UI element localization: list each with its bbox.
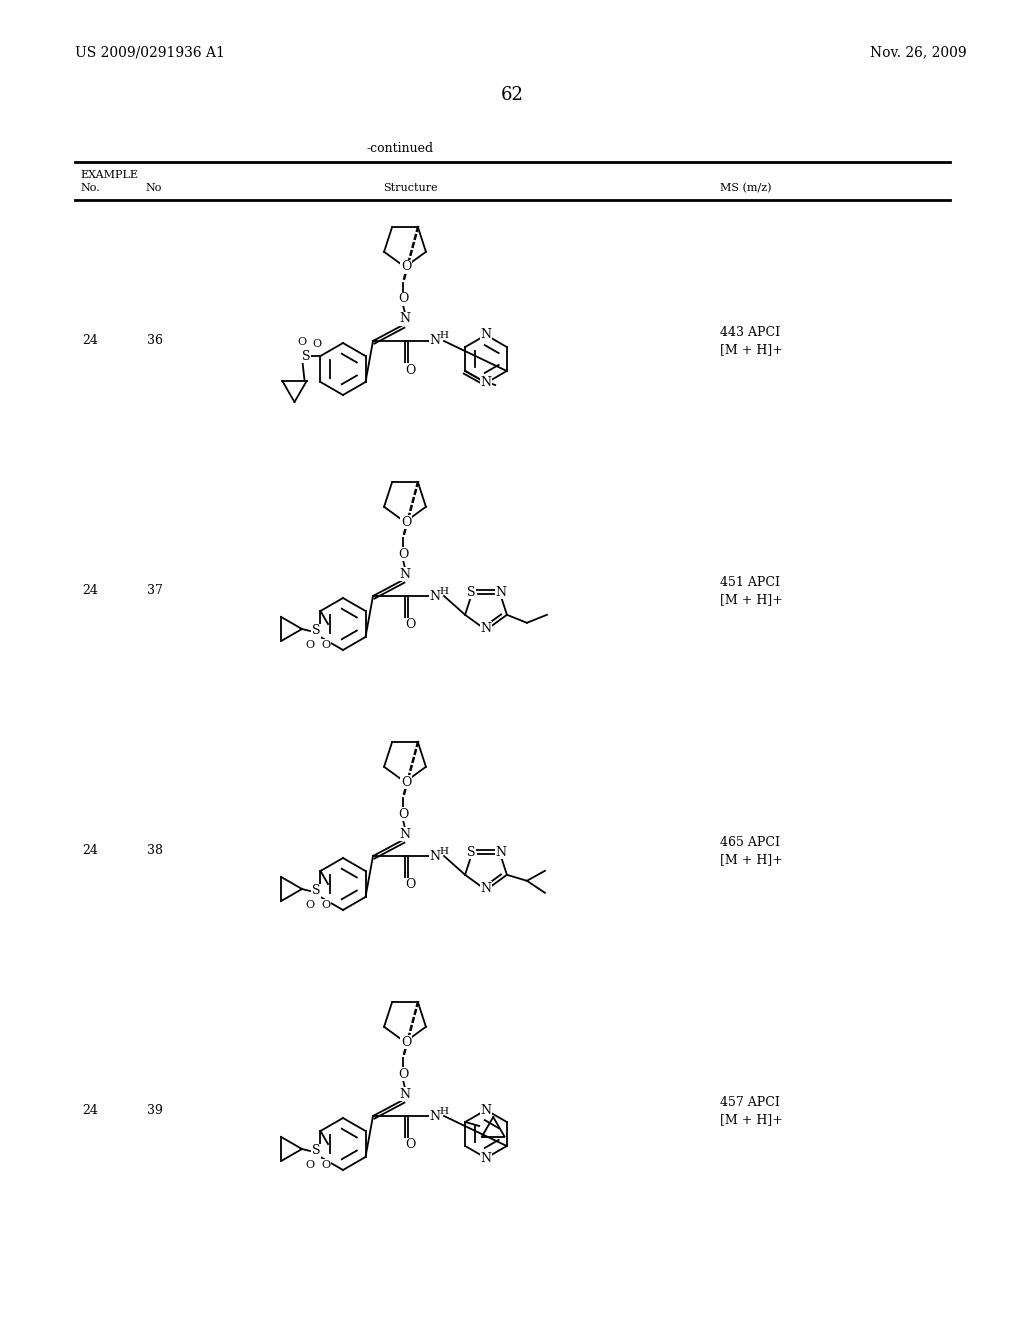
Text: O: O xyxy=(397,1068,409,1081)
Text: N: N xyxy=(399,568,411,581)
Text: US 2009/0291936 A1: US 2009/0291936 A1 xyxy=(75,45,225,59)
Text: N: N xyxy=(429,850,440,862)
Text: N: N xyxy=(480,329,492,342)
Text: O: O xyxy=(305,900,314,909)
Text: N: N xyxy=(429,1110,440,1122)
Text: 37: 37 xyxy=(147,583,163,597)
Text: O: O xyxy=(400,1035,412,1048)
Text: N: N xyxy=(480,622,492,635)
Text: O: O xyxy=(312,339,322,348)
Text: No.: No. xyxy=(80,183,99,193)
Text: 39: 39 xyxy=(147,1104,163,1117)
Text: EXAMPLE: EXAMPLE xyxy=(80,170,138,180)
Text: N: N xyxy=(399,313,411,326)
Text: O: O xyxy=(297,337,306,347)
Text: 24: 24 xyxy=(82,843,98,857)
Text: 457 APCI: 457 APCI xyxy=(720,1096,780,1109)
Text: O: O xyxy=(322,900,331,909)
Text: O: O xyxy=(404,619,415,631)
Text: O: O xyxy=(397,808,409,821)
Text: 465 APCI: 465 APCI xyxy=(720,836,780,849)
Text: H: H xyxy=(439,331,449,341)
Text: 24: 24 xyxy=(82,334,98,346)
Text: No: No xyxy=(145,183,162,193)
Text: O: O xyxy=(397,548,409,561)
Text: S: S xyxy=(311,1144,321,1158)
Text: H: H xyxy=(439,586,449,595)
Text: Nov. 26, 2009: Nov. 26, 2009 xyxy=(870,45,967,59)
Text: O: O xyxy=(400,776,412,788)
Text: 24: 24 xyxy=(82,1104,98,1117)
Text: O: O xyxy=(404,1138,415,1151)
Text: [M + H]+: [M + H]+ xyxy=(720,594,783,606)
Text: [M + H]+: [M + H]+ xyxy=(720,854,783,866)
Text: H: H xyxy=(439,846,449,855)
Text: O: O xyxy=(404,879,415,891)
Text: S: S xyxy=(467,846,475,859)
Text: S: S xyxy=(311,884,321,898)
Text: -continued: -continued xyxy=(367,141,433,154)
Text: N: N xyxy=(480,1104,492,1117)
Text: 443 APCI: 443 APCI xyxy=(720,326,780,338)
Text: O: O xyxy=(404,363,415,376)
Text: S: S xyxy=(467,586,475,599)
Text: O: O xyxy=(400,260,412,273)
Text: 451 APCI: 451 APCI xyxy=(720,576,780,589)
Text: N: N xyxy=(399,1088,411,1101)
Text: O: O xyxy=(322,640,331,649)
Text: N: N xyxy=(399,828,411,841)
Text: [M + H]+: [M + H]+ xyxy=(720,343,783,356)
Text: O: O xyxy=(397,293,409,305)
Text: MS (m/z): MS (m/z) xyxy=(720,183,771,193)
Text: N: N xyxy=(480,1151,492,1164)
Text: O: O xyxy=(322,1160,331,1170)
Text: N: N xyxy=(480,882,492,895)
Text: N: N xyxy=(480,376,492,389)
Text: O: O xyxy=(305,640,314,649)
Text: N: N xyxy=(429,590,440,602)
Text: [M + H]+: [M + H]+ xyxy=(720,1114,783,1126)
Text: 62: 62 xyxy=(501,86,523,104)
Text: 38: 38 xyxy=(147,843,163,857)
Text: N: N xyxy=(429,334,440,347)
Text: H: H xyxy=(439,1106,449,1115)
Text: Structure: Structure xyxy=(383,183,437,193)
Text: 24: 24 xyxy=(82,583,98,597)
Text: S: S xyxy=(302,350,310,363)
Text: O: O xyxy=(305,1160,314,1170)
Text: S: S xyxy=(311,624,321,638)
Text: O: O xyxy=(400,516,412,528)
Text: N: N xyxy=(496,586,507,599)
Text: 36: 36 xyxy=(147,334,163,346)
Text: N: N xyxy=(496,846,507,859)
